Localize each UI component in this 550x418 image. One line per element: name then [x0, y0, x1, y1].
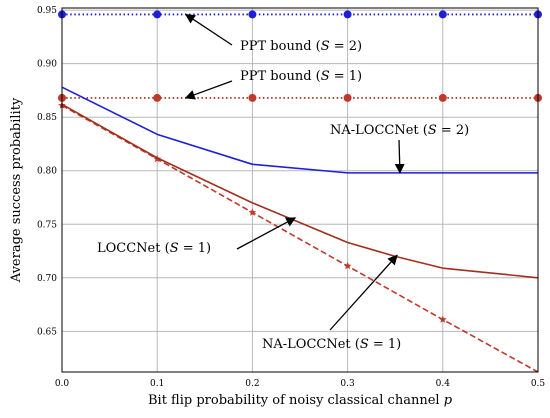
- data-point-ppt1: [438, 93, 447, 102]
- annotation-arrow-na2: [394, 139, 405, 174]
- x-tick-label: 0.3: [340, 379, 355, 389]
- y-tick-label: 0.70: [37, 274, 57, 284]
- data-point-ppt1: [343, 93, 352, 102]
- series-layer: [58, 10, 542, 373]
- x-tick-label: 0.5: [531, 379, 546, 389]
- annotation-locc1: LOCCNet (S = 1): [97, 217, 297, 256]
- annotation-label-ppt2: PPT bound (S = 2): [240, 39, 362, 54]
- x-axis-title: Bit flip probability of noisy classical …: [148, 393, 453, 408]
- data-point-locc1: [439, 315, 447, 323]
- annotation-ppt1: PPT bound (S = 1): [184, 69, 362, 100]
- annotation-label-na2: NA-LOCCNet (S = 2): [330, 123, 469, 138]
- x-tick-label: 0.2: [245, 379, 259, 389]
- series-line-locc1: [61, 104, 539, 373]
- x-tick-label: 0.0: [55, 379, 70, 389]
- y-axis-title: Average success probability: [9, 97, 24, 283]
- data-point-ppt2: [248, 10, 257, 19]
- annotation-arrow-ppt2: [184, 13, 233, 46]
- annotation-arrow-ppt1: [184, 80, 233, 100]
- y-tick-label: 0.85: [37, 113, 57, 123]
- series-line-na2: [61, 86, 538, 174]
- x-tick-label: 0.1: [150, 379, 164, 389]
- series-na2: [61, 86, 538, 174]
- data-point-ppt1: [248, 93, 257, 102]
- data-point-ppt2: [153, 10, 162, 19]
- grid-lines: [61, 8, 539, 372]
- data-point-locc1: [343, 262, 352, 270]
- data-point-ppt2: [438, 10, 447, 19]
- series-line-na1: [61, 103, 539, 279]
- series-ppt2: [58, 10, 542, 19]
- series-na1: [61, 103, 539, 279]
- y-tick-label: 0.90: [37, 60, 57, 70]
- annotation-arrow-na1: [329, 254, 398, 331]
- y-tick-label: 0.75: [37, 220, 57, 230]
- annotation-arrow-locc1: [236, 217, 297, 250]
- annotation-label-na1: NA-LOCCNet (S = 1): [262, 337, 401, 352]
- data-point-ppt2: [343, 10, 352, 19]
- annotation-ppt2: PPT bound (S = 2): [184, 13, 362, 54]
- y-tick-label: 0.80: [37, 167, 57, 177]
- annotation-na1: NA-LOCCNet (S = 1): [262, 254, 401, 352]
- plot-frame: [61, 7, 539, 373]
- x-tick-label: 0.4: [436, 379, 451, 389]
- annotation-label-locc1: LOCCNet (S = 1): [97, 241, 211, 256]
- annotation-label-ppt1: PPT bound (S = 1): [240, 69, 362, 84]
- annotations: PPT bound (S = 2) PPT bound (S = 1) NA-LOC…: [97, 13, 469, 352]
- y-tick-label: 0.95: [37, 6, 57, 16]
- series-ppt1: [58, 93, 542, 102]
- tick-labels: 0.0 0.1 0.2 0.3 0.4 0.5 0.65 0.70 0.75 0.80 0.85 0.…: [37, 6, 545, 389]
- annotation-na2: NA-LOCCNet (S = 2): [330, 123, 469, 174]
- y-tick-label: 0.65: [37, 327, 57, 337]
- data-point-locc1: [248, 208, 257, 216]
- data-point-ppt1: [153, 93, 162, 102]
